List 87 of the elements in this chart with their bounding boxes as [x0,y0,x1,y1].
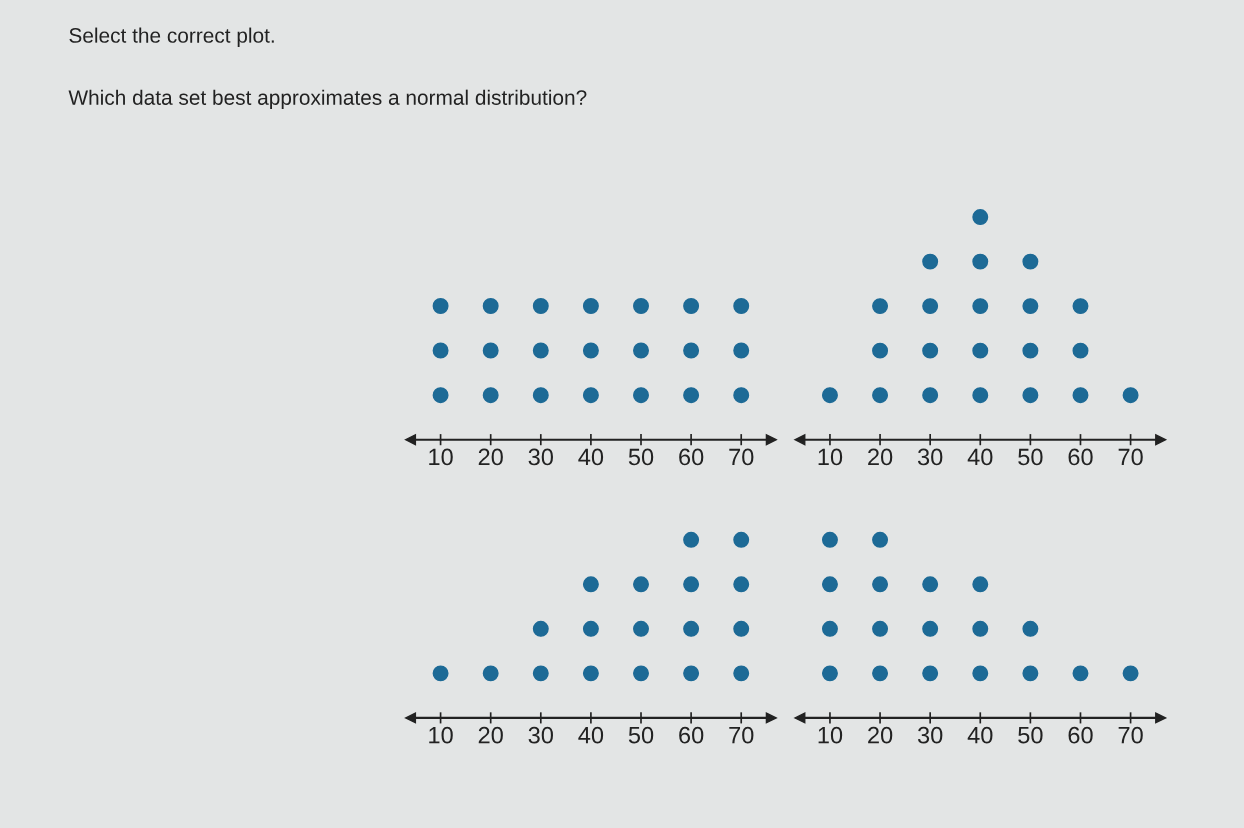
point [821,576,838,593]
point [972,342,989,359]
point [633,665,649,682]
point [633,576,649,593]
point [922,576,939,593]
point [1022,665,1039,682]
point [1072,387,1089,404]
point [972,576,989,593]
point [972,298,989,315]
x-tick-label: 60 [1068,726,1093,744]
point [872,620,889,637]
x-tick-label: 40 [578,726,604,744]
point [1022,253,1039,270]
text: Select the correct plot. [69,27,274,47]
point [821,387,838,404]
x-tick-label: 10 [818,448,843,466]
point [1022,387,1039,404]
point [972,387,989,404]
x-tick-label: 60 [679,448,704,466]
x-tick-label: 30 [917,448,943,466]
point [432,665,449,682]
point [872,298,889,315]
point [922,298,939,315]
x-tick-label: 20 [868,448,893,466]
point [1022,298,1039,315]
point [733,620,750,637]
x-tick-label: 10 [429,448,453,466]
x-tick-label: 40 [967,726,993,744]
point [1122,665,1139,682]
x-tick-label: 70 [1118,448,1143,466]
point [683,531,700,548]
point [582,665,599,682]
x-tick-label: 50 [1018,726,1043,744]
point [683,576,700,593]
point [922,342,939,359]
point [1072,342,1089,359]
point [872,531,889,548]
point [582,576,599,593]
x-tick-label: 50 [1018,448,1043,466]
point [821,665,838,682]
x-tick-label: 10 [429,726,453,744]
x-tick-label: 60 [1068,448,1093,466]
point [733,531,750,548]
point [872,342,889,359]
point [683,620,700,637]
point [922,665,939,682]
point [972,665,989,682]
point [582,620,599,637]
point [922,620,939,637]
point [821,620,838,637]
x-tick-label: 60 [679,726,704,744]
point [532,665,549,682]
x-tick-label: 30 [917,726,943,744]
point [872,576,889,593]
text: Which data set best approximates a normal distribution? [68,89,587,110]
x-tick-label: 10 [818,726,843,744]
point [922,387,939,404]
x-tick-label: 40 [578,448,604,466]
point [683,665,700,682]
point [1072,665,1089,682]
point [972,620,989,637]
point [1122,387,1139,404]
point [532,620,549,637]
point [733,665,750,682]
x-tick-label: 70 [729,726,754,744]
x-tick-label: 70 [1118,726,1143,744]
point [872,665,889,682]
point [1022,620,1039,637]
point [633,620,649,637]
point [972,253,989,270]
x-tick-label: 20 [478,726,503,744]
point [922,253,939,270]
point [482,665,499,682]
point [733,576,750,593]
point [1022,342,1039,359]
x-tick-label: 30 [528,726,553,744]
x-tick-label: 30 [528,448,553,466]
x-tick-label: 40 [967,448,993,466]
x-tick-label: 20 [868,726,893,744]
x-tick-label: 20 [478,448,503,466]
point [821,531,838,548]
x-tick-label: 70 [729,448,754,466]
x-tick-label: 50 [628,448,654,466]
x-tick-label: 50 [628,726,654,744]
point [1072,298,1089,315]
point [872,387,889,404]
point [972,209,989,226]
